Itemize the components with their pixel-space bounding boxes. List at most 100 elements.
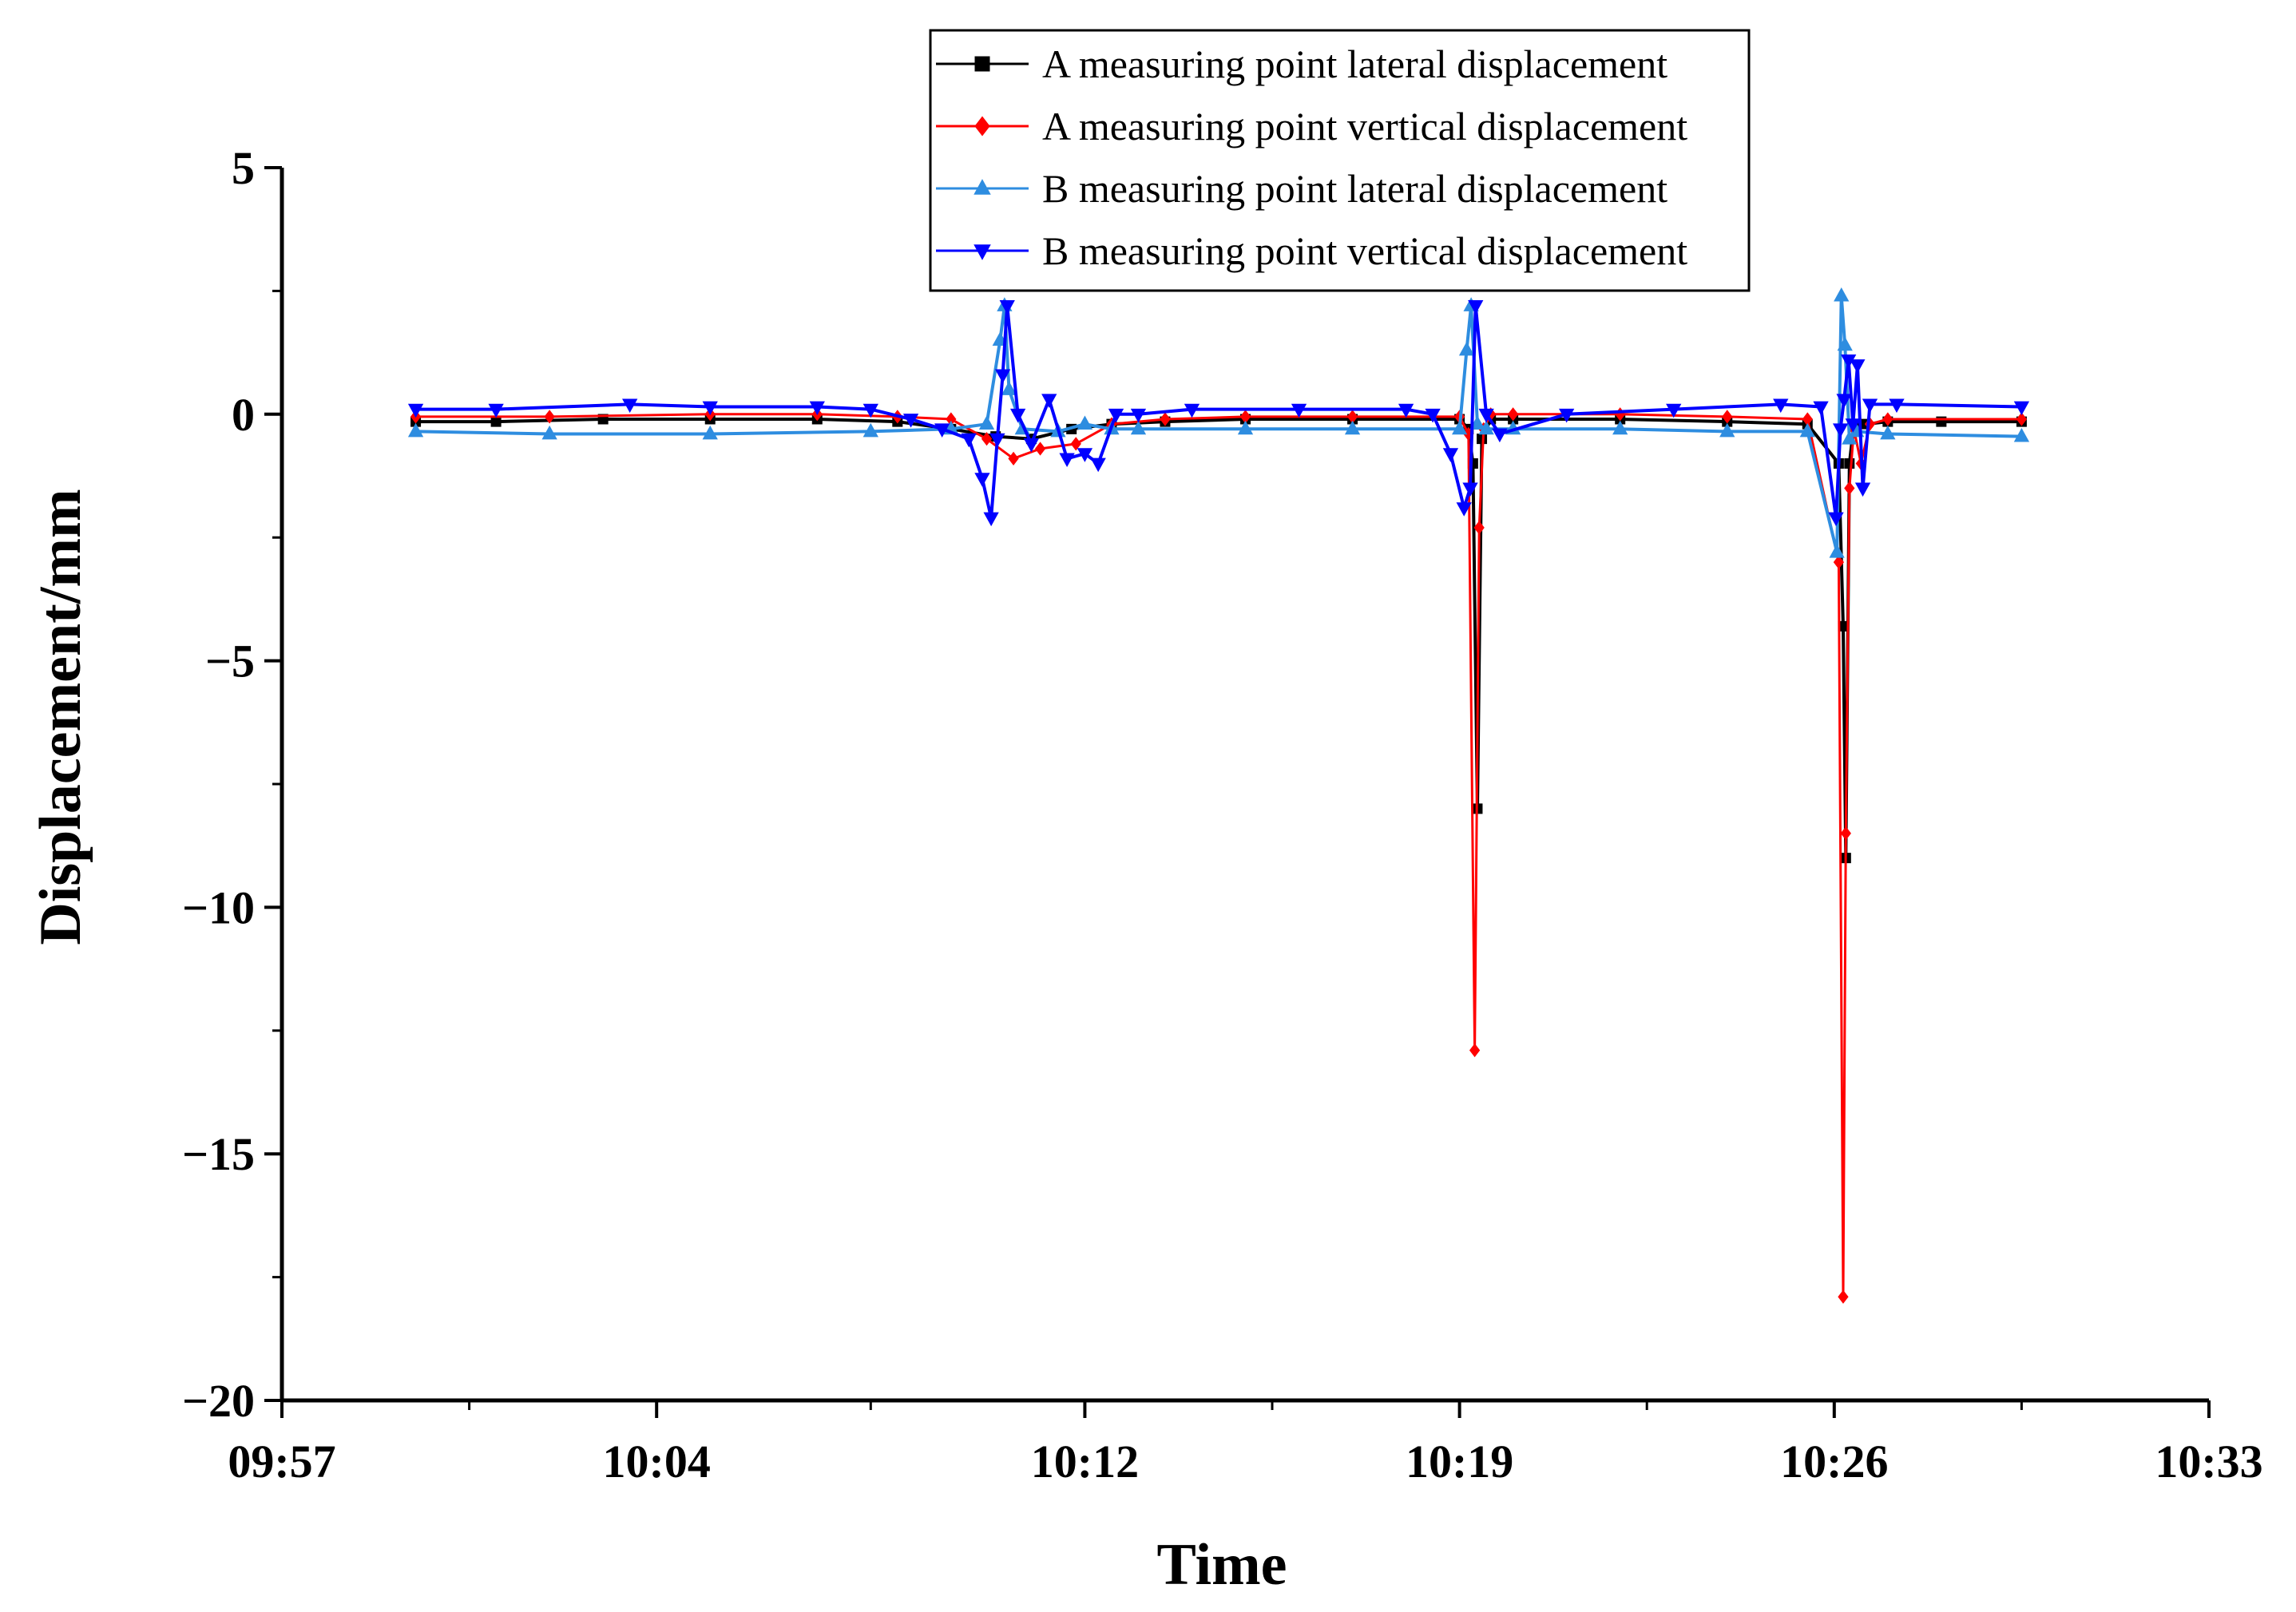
series-2-point bbox=[1469, 1043, 1481, 1058]
series-2-point bbox=[1722, 410, 1733, 424]
series-layer bbox=[407, 287, 2030, 1304]
series-3-point bbox=[1834, 287, 1850, 302]
x-axis-title: Time bbox=[1156, 1532, 1287, 1598]
series-4-point bbox=[999, 300, 1015, 315]
series-4-point bbox=[961, 433, 977, 448]
series-1-point bbox=[490, 416, 502, 427]
series-4-point bbox=[809, 401, 825, 416]
series-4-point bbox=[1398, 403, 1414, 418]
series-4-point bbox=[1009, 408, 1026, 423]
y-tick-label: −5 bbox=[205, 636, 255, 687]
series-2-point bbox=[2016, 412, 2028, 426]
legend-marker-4 bbox=[974, 244, 991, 260]
series-4-point bbox=[1059, 453, 1075, 468]
series-2-point bbox=[981, 432, 993, 446]
y-axis-title: Displacement/mm bbox=[28, 489, 93, 945]
series-4-point bbox=[1456, 502, 1472, 517]
series-4-point bbox=[1077, 448, 1093, 462]
x-tick-label: 10:26 bbox=[1780, 1436, 1888, 1487]
legend-label-1: A measuring point lateral displacement bbox=[1042, 42, 1667, 86]
series-3-point bbox=[702, 425, 718, 440]
series-4-point bbox=[1559, 408, 1575, 423]
series-2-point bbox=[1840, 826, 1851, 841]
legend-marker-1 bbox=[974, 56, 990, 72]
series-2-point bbox=[1034, 442, 1046, 456]
series-3-point bbox=[1880, 425, 1896, 440]
series-4-point bbox=[1854, 482, 1871, 497]
series-4-point bbox=[1828, 512, 1844, 527]
legend-label-4: B measuring point vertical displacement bbox=[1042, 228, 1687, 273]
series-4-point bbox=[994, 369, 1011, 384]
series-3-point bbox=[1130, 420, 1147, 435]
series-3-point bbox=[1612, 420, 1628, 435]
series-3-point bbox=[1237, 420, 1254, 435]
series-4-point bbox=[974, 473, 990, 487]
series-3-point bbox=[2013, 427, 2030, 442]
series-2-point bbox=[1070, 437, 1081, 451]
series-3-point bbox=[541, 425, 557, 440]
series-4-point bbox=[1291, 403, 1307, 418]
x-axis-ticks: 09:57 10:04 10:12 10:19 10:26 10:33 bbox=[228, 1400, 2263, 1487]
series-4-point bbox=[1090, 457, 1106, 473]
y-tick-label: −15 bbox=[182, 1128, 255, 1180]
series-3-point bbox=[978, 415, 995, 430]
series-2-point bbox=[1008, 451, 1019, 466]
series-1-line bbox=[415, 418, 2022, 860]
series-4-point bbox=[1666, 403, 1682, 418]
series-3-point bbox=[1799, 422, 1815, 438]
series-2-point bbox=[1833, 555, 1845, 569]
legend-box bbox=[929, 29, 1751, 292]
series-4-point bbox=[1442, 448, 1459, 462]
series-3-point bbox=[1077, 415, 1093, 430]
series-3-point bbox=[862, 422, 878, 438]
series-3-point bbox=[1842, 430, 1858, 445]
x-tick-label: 10:12 bbox=[1031, 1436, 1139, 1487]
series-4-point bbox=[1492, 428, 1508, 443]
series-1 bbox=[410, 414, 2027, 864]
series-4-point bbox=[934, 423, 950, 438]
series-1-point bbox=[1844, 458, 1855, 469]
series-4-point bbox=[1478, 408, 1494, 423]
series-2-point bbox=[544, 410, 555, 424]
series-3-point bbox=[407, 422, 424, 438]
series-4-point bbox=[1425, 408, 1441, 423]
series-4-point bbox=[622, 398, 638, 414]
series-2-point bbox=[1844, 481, 1855, 496]
series-3-point bbox=[1837, 336, 1853, 351]
legend: A measuring point lateral displacement A … bbox=[929, 29, 1751, 292]
series-2-point bbox=[1160, 412, 1171, 426]
y-tick-label: 5 bbox=[232, 142, 255, 194]
series-4-point bbox=[1862, 398, 1878, 414]
series-2-point bbox=[1864, 417, 1876, 431]
series-3 bbox=[407, 287, 2030, 558]
y-tick-label: 0 bbox=[232, 389, 255, 441]
series-4-point bbox=[702, 401, 718, 416]
series-4-line bbox=[415, 303, 2022, 520]
series-4-point bbox=[862, 403, 878, 418]
series-4-point bbox=[1108, 408, 1124, 423]
y-axis-ticks: 5 0 −5 −10 −15 −20 bbox=[182, 142, 282, 1427]
series-3-point bbox=[1001, 381, 1017, 395]
series-3-point bbox=[1469, 415, 1485, 430]
legend-marker-2 bbox=[974, 116, 990, 137]
x-tick-label: 09:57 bbox=[228, 1436, 335, 1487]
series-4-point bbox=[2013, 401, 2030, 416]
y-tick-label: −10 bbox=[182, 881, 255, 933]
series-3-point bbox=[1829, 544, 1845, 558]
series-3-point bbox=[1719, 422, 1735, 438]
series-3-line bbox=[415, 294, 2022, 554]
series-4-point bbox=[989, 433, 1005, 448]
x-tick-label: 10:33 bbox=[2155, 1436, 2262, 1487]
series-2-point bbox=[1882, 412, 1894, 426]
series-4-point bbox=[1023, 438, 1040, 453]
series-4-point bbox=[1468, 300, 1484, 315]
series-2-point bbox=[1508, 407, 1519, 422]
legend-label-3: B measuring point lateral displacement bbox=[1042, 166, 1667, 211]
series-2-point bbox=[1473, 521, 1485, 535]
series-3-point bbox=[1458, 341, 1475, 356]
series-4-point bbox=[1130, 408, 1147, 423]
series-1-point bbox=[1477, 434, 1488, 445]
x-tick-label: 10:19 bbox=[1406, 1436, 1513, 1487]
series-3-point bbox=[1451, 420, 1468, 435]
